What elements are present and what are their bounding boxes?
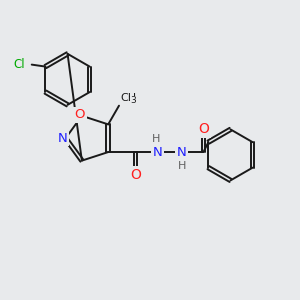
Text: H: H: [178, 161, 186, 171]
Text: Cl: Cl: [13, 58, 25, 71]
Text: O: O: [130, 168, 141, 182]
Text: O: O: [75, 108, 85, 121]
Text: 3: 3: [130, 96, 136, 105]
Text: N: N: [58, 132, 68, 145]
Text: H: H: [152, 134, 160, 144]
Text: N: N: [152, 146, 162, 159]
Text: CH: CH: [120, 93, 136, 103]
Text: O: O: [198, 122, 209, 136]
Text: N: N: [177, 146, 187, 159]
